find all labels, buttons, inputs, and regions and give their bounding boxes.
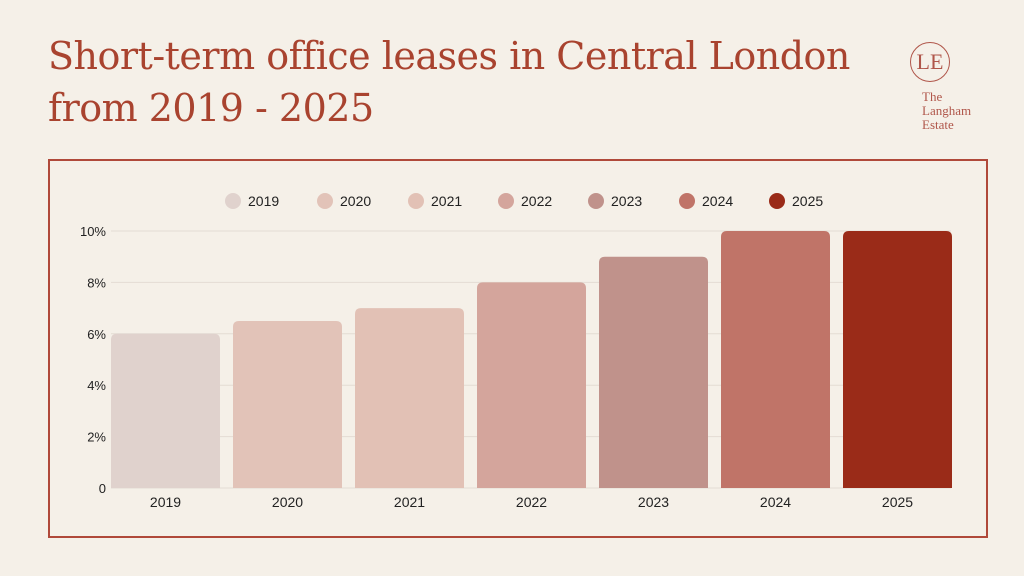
legend-label: 2019 — [248, 193, 279, 209]
bar — [233, 320, 342, 488]
bar — [355, 308, 464, 488]
legend-swatch — [408, 193, 424, 209]
y-tick-label: 6% — [87, 327, 106, 342]
x-tick-label: 2019 — [150, 494, 181, 510]
legend-label: 2021 — [431, 193, 462, 209]
legend-label: 2020 — [340, 193, 371, 209]
legend-swatch — [679, 193, 695, 209]
logo-line: Estate — [922, 117, 954, 132]
y-tick-label: 0 — [99, 481, 106, 496]
x-tick-label: 2023 — [638, 494, 669, 510]
y-tick-label: 4% — [87, 378, 106, 393]
y-tick-label: 2% — [87, 430, 106, 445]
logo-monogram-icon: LE — [910, 42, 950, 82]
x-tick-label: 2020 — [272, 494, 303, 510]
x-tick-label: 2022 — [516, 494, 547, 510]
bar — [477, 282, 586, 488]
legend-swatch — [588, 193, 604, 209]
logo: LE The Langham Estate — [906, 42, 996, 132]
bar — [599, 256, 708, 488]
legend-swatch — [317, 193, 333, 209]
legend-label: 2022 — [521, 193, 552, 209]
bar — [111, 333, 220, 488]
page-title: Short-term office leases in Central Lond… — [48, 34, 850, 130]
legend-swatch — [498, 193, 514, 209]
x-tick-label: 2021 — [394, 494, 425, 510]
legend-label: 2025 — [792, 193, 823, 209]
y-tick-label: 10% — [80, 224, 106, 239]
chart-frame — [48, 159, 988, 538]
logo-line: The — [922, 89, 943, 104]
y-tick-label: 8% — [87, 275, 106, 290]
bar — [721, 231, 830, 488]
logo-text: The Langham Estate — [922, 90, 996, 132]
legend-swatch — [769, 193, 785, 209]
logo-line: Langham — [922, 103, 972, 118]
x-tick-label: 2025 — [882, 494, 913, 510]
legend-swatch — [225, 193, 241, 209]
bar — [843, 231, 952, 488]
legend-label: 2024 — [702, 193, 733, 209]
legend-label: 2023 — [611, 193, 642, 209]
x-tick-label: 2024 — [760, 494, 791, 510]
